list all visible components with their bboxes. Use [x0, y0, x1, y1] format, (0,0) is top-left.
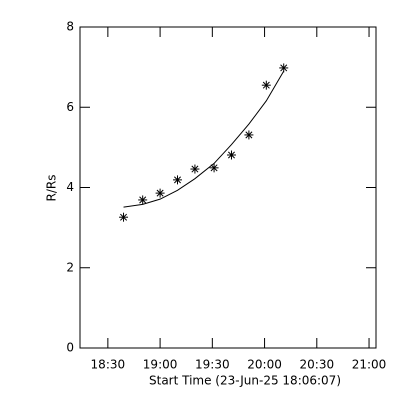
data-point: [244, 130, 254, 140]
asterisk-stroke: [120, 213, 128, 221]
x-tick-label: 19:00: [143, 358, 178, 372]
data-point: [279, 63, 289, 73]
x-tick-label: 20:00: [247, 358, 282, 372]
fit-line: [123, 70, 285, 208]
data-point: [226, 150, 236, 160]
asterisk-stroke: [262, 81, 270, 89]
data-point: [190, 164, 200, 174]
x-tick-label: 19:30: [195, 358, 230, 372]
asterisk-stroke: [139, 196, 147, 204]
asterisk-stroke: [227, 151, 235, 159]
asterisk-stroke: [156, 189, 164, 197]
x-axis-title: Start Time (23-Jun-25 18:06:07): [149, 374, 341, 388]
x-tick-label: 21:00: [352, 358, 387, 372]
x-tick-label: 18:30: [91, 358, 126, 372]
asterisk-stroke: [210, 164, 218, 172]
y-tick-label: 6: [66, 100, 74, 114]
y-tick-label: 2: [66, 260, 74, 274]
asterisk-stroke: [174, 176, 182, 184]
data-point: [155, 188, 165, 198]
asterisk-stroke: [191, 165, 199, 173]
data-point: [138, 195, 148, 205]
y-tick-label: 4: [66, 180, 74, 194]
y-tick-label: 0: [66, 341, 74, 355]
data-point: [261, 80, 271, 90]
data-point: [173, 175, 183, 185]
y-axis-title: R/Rs: [45, 175, 59, 202]
x-tick-label: 20:30: [300, 358, 335, 372]
y-tick-label: 8: [66, 20, 74, 34]
data-point: [119, 212, 129, 222]
asterisk-stroke: [280, 64, 288, 72]
plot-frame: [79, 26, 377, 349]
data-point: [209, 163, 219, 173]
asterisk-stroke: [245, 131, 253, 139]
